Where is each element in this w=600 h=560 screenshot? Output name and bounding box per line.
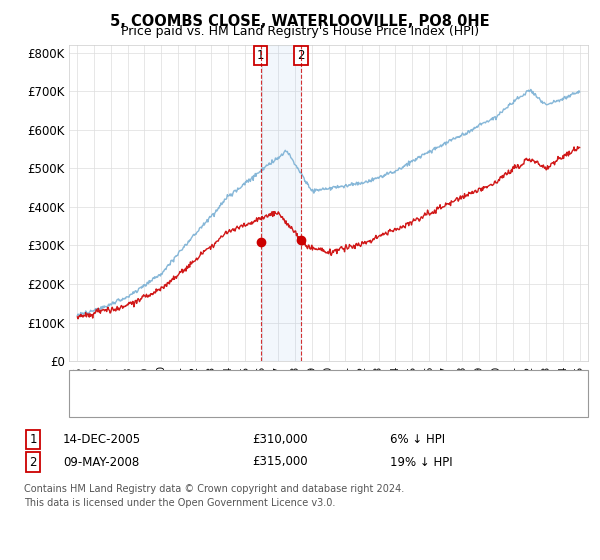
Text: Price paid vs. HM Land Registry's House Price Index (HPI): Price paid vs. HM Land Registry's House … <box>121 25 479 38</box>
Text: 5, COOMBS CLOSE, WATERLOOVILLE, PO8 0HE: 5, COOMBS CLOSE, WATERLOOVILLE, PO8 0HE <box>110 14 490 29</box>
Text: ———: ——— <box>78 376 119 390</box>
Text: £310,000: £310,000 <box>252 433 308 446</box>
Text: 5, COOMBS CLOSE, WATERLOOVILLE, PO8 0HE (detached house): 5, COOMBS CLOSE, WATERLOOVILLE, PO8 0HE … <box>114 378 474 388</box>
Text: ———: ——— <box>78 398 119 412</box>
Text: 2: 2 <box>29 455 37 469</box>
Text: 1: 1 <box>257 49 265 62</box>
Text: 19% ↓ HPI: 19% ↓ HPI <box>390 455 452 469</box>
Text: Contains HM Land Registry data © Crown copyright and database right 2024.
This d: Contains HM Land Registry data © Crown c… <box>24 484 404 508</box>
Text: 1: 1 <box>29 433 37 446</box>
Text: 6% ↓ HPI: 6% ↓ HPI <box>390 433 445 446</box>
Bar <box>260 45 301 361</box>
Text: £315,000: £315,000 <box>252 455 308 469</box>
Text: 09-MAY-2008: 09-MAY-2008 <box>63 455 139 469</box>
Text: 14-DEC-2005: 14-DEC-2005 <box>63 433 141 446</box>
Text: 2: 2 <box>297 49 305 62</box>
Text: HPI: Average price, detached house, East Hampshire: HPI: Average price, detached house, East… <box>114 400 408 410</box>
